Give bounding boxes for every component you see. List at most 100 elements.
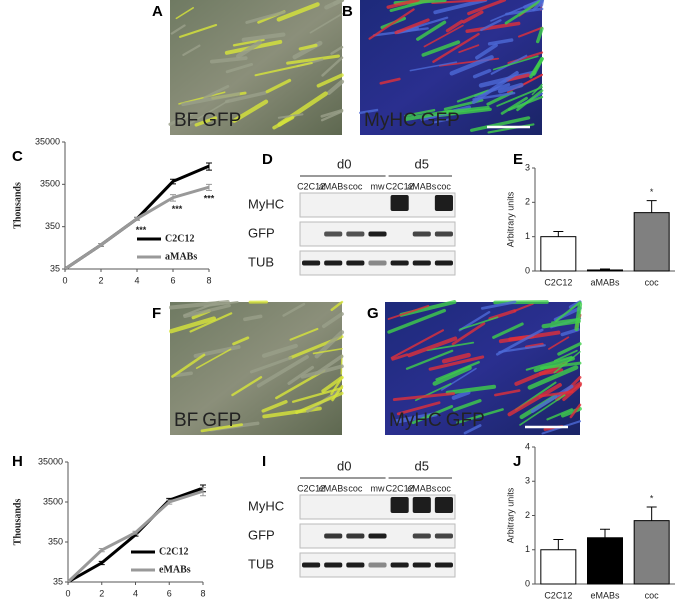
cell xyxy=(480,19,502,32)
cell xyxy=(174,371,193,378)
panel-letter: C xyxy=(12,148,23,165)
band xyxy=(302,562,321,568)
cell xyxy=(320,110,344,122)
x-tick-label: 0 xyxy=(65,588,70,598)
x-tick-label: 4 xyxy=(133,588,138,598)
cell xyxy=(428,355,485,371)
cell xyxy=(496,86,543,107)
bar xyxy=(587,537,623,585)
cell xyxy=(451,390,471,400)
y-tick-label: 35000 xyxy=(38,456,63,466)
panel-letter: G xyxy=(367,305,379,322)
legend-label: eMABs xyxy=(159,564,191,575)
error-bar xyxy=(98,243,104,247)
cell xyxy=(480,300,517,310)
cell xyxy=(300,364,344,379)
cell xyxy=(321,56,344,77)
cell xyxy=(181,92,240,107)
cell xyxy=(249,356,293,374)
cell xyxy=(254,61,313,77)
lane-label: aMABs xyxy=(407,181,437,191)
cell xyxy=(298,43,318,51)
y-tick-label: 2 xyxy=(525,510,530,520)
image-label: BF xyxy=(174,110,198,131)
cell xyxy=(452,399,482,412)
band xyxy=(368,260,387,266)
error-bar xyxy=(166,499,173,505)
cell xyxy=(330,300,344,312)
cell xyxy=(179,23,218,38)
cell xyxy=(423,24,464,48)
row-label: TUB xyxy=(248,254,274,269)
lane-label: C2C12 xyxy=(297,483,325,493)
band xyxy=(390,497,409,513)
group-label: d0 xyxy=(337,156,351,171)
x-tick-label: 8 xyxy=(206,275,211,285)
lane-label: C2C12 xyxy=(386,483,414,493)
cell xyxy=(277,113,304,119)
cell xyxy=(456,408,504,424)
panel-letter: B xyxy=(342,3,353,20)
y-tick-label: 35 xyxy=(53,576,63,586)
bar xyxy=(587,269,623,272)
group-label: d5 xyxy=(415,156,429,171)
cell xyxy=(245,10,286,24)
image-label: BF xyxy=(174,410,198,431)
cell xyxy=(516,89,544,112)
blot-strip xyxy=(299,494,456,520)
cell xyxy=(517,26,544,38)
cell xyxy=(169,316,217,334)
legend-label: aMABs xyxy=(165,251,197,262)
band xyxy=(434,533,453,539)
cell xyxy=(433,0,488,15)
cell xyxy=(456,89,490,103)
cell xyxy=(495,328,544,356)
y-axis-label: Thousands xyxy=(12,182,23,229)
cell xyxy=(494,389,521,397)
cell xyxy=(332,0,345,6)
y-tick-label: 1 xyxy=(525,231,530,241)
lane-label: eMABs xyxy=(407,483,437,493)
cell xyxy=(445,19,464,33)
y-tick-label: 35000 xyxy=(35,136,60,146)
cell xyxy=(261,400,288,413)
cell xyxy=(529,57,544,79)
lane-label: eMABs xyxy=(319,483,349,493)
cell xyxy=(507,382,562,417)
y-tick-label: 350 xyxy=(45,221,60,231)
cell xyxy=(368,8,415,40)
cell xyxy=(256,355,309,388)
error-bar xyxy=(200,487,206,497)
x-tick-label: 8 xyxy=(200,588,205,598)
annotation: *** xyxy=(204,194,215,204)
lane-label: coc xyxy=(348,483,363,493)
cell xyxy=(449,55,494,76)
annotation: * xyxy=(650,187,654,197)
cell xyxy=(261,343,298,358)
bar xyxy=(540,549,577,585)
cell xyxy=(392,392,456,401)
band xyxy=(346,562,365,568)
image-label: GFP xyxy=(202,110,241,131)
annotation: *** xyxy=(136,225,147,235)
band xyxy=(324,231,343,237)
cell xyxy=(540,361,582,370)
cell xyxy=(396,401,441,416)
error-bar xyxy=(553,538,564,550)
cell xyxy=(289,327,319,341)
cell xyxy=(390,329,445,359)
y-axis-label: Arbitrary units xyxy=(505,191,515,247)
x-tick-label: 0 xyxy=(62,275,67,285)
y-tick-label: 350 xyxy=(48,536,63,546)
cell xyxy=(469,116,531,132)
cell xyxy=(504,0,544,25)
cell xyxy=(553,351,581,374)
cell xyxy=(272,115,295,130)
cell xyxy=(541,318,581,329)
cell xyxy=(497,82,524,94)
cell xyxy=(546,408,573,421)
panel-letter: E xyxy=(513,151,523,168)
x-tick-label: coc xyxy=(645,277,660,287)
error-bar xyxy=(646,200,657,213)
cell xyxy=(359,108,379,115)
